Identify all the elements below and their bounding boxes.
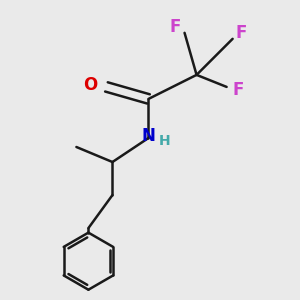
Text: F: F [236, 24, 247, 42]
Text: F: F [170, 18, 181, 36]
Text: O: O [83, 76, 98, 94]
Text: F: F [233, 81, 244, 99]
Text: H: H [159, 134, 171, 148]
Text: N: N [142, 128, 155, 146]
